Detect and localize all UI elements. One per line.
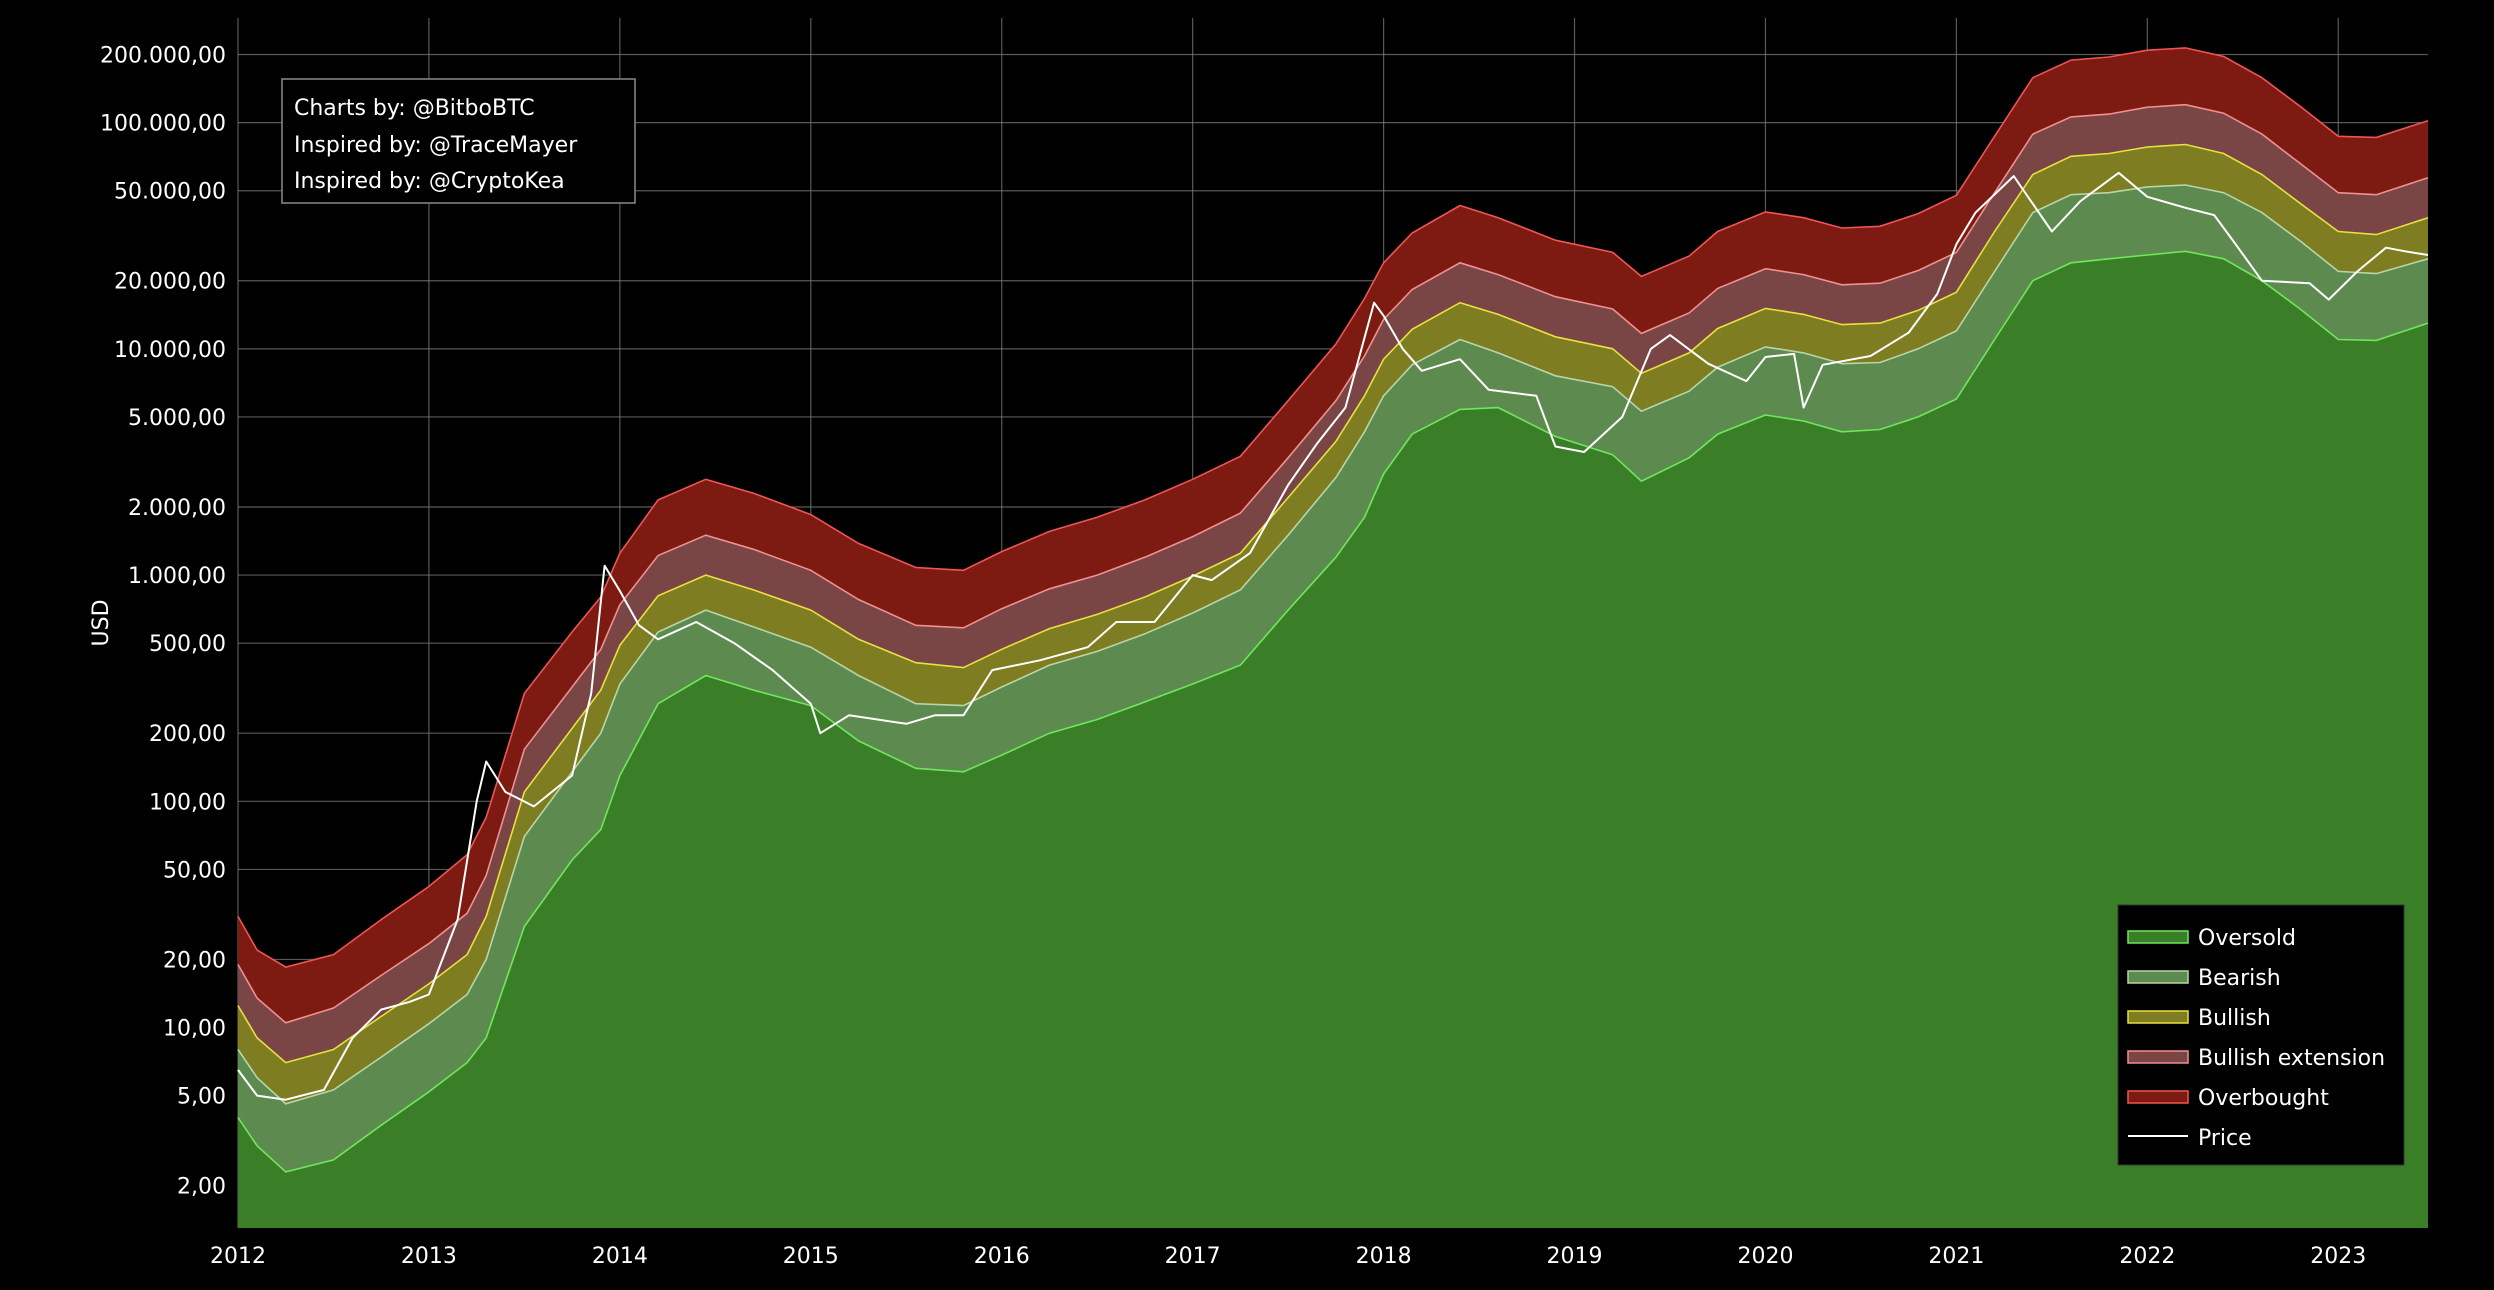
legend-label-oversold: Oversold xyxy=(2198,926,2296,951)
x-tick-label-2016: 2016 xyxy=(974,1244,1030,1269)
credits-box: Charts by: @BitboBTC Inspired by: @Trace… xyxy=(281,78,636,204)
legend-label-overbought: Overbought xyxy=(2198,1086,2329,1111)
legend-label-bullish-extension: Bullish extension xyxy=(2198,1046,2385,1071)
legend-swatch-bullish-extension xyxy=(2127,1050,2189,1064)
x-tick-label-2022: 2022 xyxy=(2119,1244,2175,1269)
price-line xyxy=(237,171,2429,1101)
y-tick-label: 10.000,00 xyxy=(114,338,226,363)
band-edge-oversold xyxy=(237,250,2429,1173)
legend-swatch-overbought xyxy=(2127,1090,2189,1104)
y-tick-label: 20.000,00 xyxy=(114,270,226,295)
credit-line-1: Charts by: @BitboBTC xyxy=(294,96,535,121)
y-tick-label: 10,00 xyxy=(163,1017,226,1042)
band-edge-overbought xyxy=(237,47,2429,968)
band-edge-bullish-extension xyxy=(237,103,2429,1024)
x-tick-label-2017: 2017 xyxy=(1165,1244,1221,1269)
x-tick-label-2019: 2019 xyxy=(1547,1244,1603,1269)
y-tick-label: 1.000,00 xyxy=(128,564,226,589)
x-tick-label-2014: 2014 xyxy=(592,1244,648,1269)
legend-swatch-bearish xyxy=(2127,970,2189,984)
band-oversold xyxy=(238,251,2428,1229)
band-edge-bullish xyxy=(237,143,2429,1064)
legend-label-price: Price xyxy=(2198,1126,2252,1151)
x-tick-label-2013: 2013 xyxy=(401,1244,457,1269)
y-tick-label: 5,00 xyxy=(177,1085,226,1110)
y-tick-label: 100,00 xyxy=(149,790,226,815)
credit-line-2: Inspired by: @TraceMayer xyxy=(294,133,578,158)
y-tick-label: 50.000,00 xyxy=(114,180,226,205)
y-tick-label: 5.000,00 xyxy=(128,406,226,431)
legend-swatch-bullish xyxy=(2127,1010,2189,1024)
legend-label-bearish: Bearish xyxy=(2198,966,2281,991)
y-tick-label: 500,00 xyxy=(149,632,226,657)
legend-label-bullish: Bullish xyxy=(2198,1006,2271,1031)
price-series xyxy=(237,171,2429,1101)
y-tick-label: 200,00 xyxy=(149,722,226,747)
legend-swatch-oversold xyxy=(2127,930,2189,944)
x-tick-label-2015: 2015 xyxy=(783,1244,839,1269)
axes: 2012 2013 2014 2015 2016 2017 2018 2019 2020 2021… xyxy=(100,44,2366,1269)
y-tick-label: 50,00 xyxy=(163,858,226,883)
y-tick-label: 2.000,00 xyxy=(128,496,226,521)
credit-line-3: Inspired by: @CryptoKea xyxy=(294,169,565,194)
y-tick-label: 20,00 xyxy=(163,948,226,973)
x-tick-label-2020: 2020 xyxy=(1737,1244,1793,1269)
y-tick-label: 2,00 xyxy=(177,1175,226,1200)
x-tick-label-2012: 2012 xyxy=(210,1244,266,1269)
y-tick-label: 200.000,00 xyxy=(100,44,226,69)
x-tick-label-2021: 2021 xyxy=(1928,1244,1984,1269)
x-tick-label-2018: 2018 xyxy=(1356,1244,1412,1269)
bands xyxy=(237,47,2429,1229)
y-axis-label: USD xyxy=(89,599,114,646)
y-tick-label: 100.000,00 xyxy=(100,112,226,137)
legend: Oversold Bearish Bullish Bullish extensi… xyxy=(2117,904,2405,1166)
x-tick-label-2023: 2023 xyxy=(2310,1244,2366,1269)
